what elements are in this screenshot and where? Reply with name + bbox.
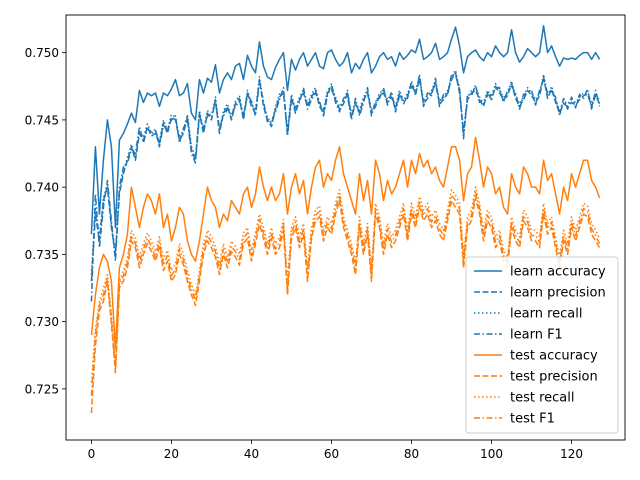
series-line-test-accuracy bbox=[90, 136, 601, 350]
legend-label: learn F1 bbox=[510, 328, 563, 343]
legend-label: learn precision bbox=[510, 286, 606, 301]
y-tick-label: 0.735 bbox=[25, 248, 59, 262]
series-line-learn-f1 bbox=[90, 73, 601, 302]
y-axis: 0.725 0.730 0.735 0.740 0.745 0.750 bbox=[25, 46, 66, 396]
x-tick-label: 100 bbox=[480, 447, 503, 461]
x-tick-label: 80 bbox=[404, 447, 419, 461]
legend-label: test recall bbox=[510, 391, 575, 406]
series-line-test-precision bbox=[90, 197, 601, 414]
legend-label: test F1 bbox=[510, 412, 555, 427]
legend-label: learn accuracy bbox=[510, 265, 606, 280]
x-tick-label: 40 bbox=[244, 447, 259, 461]
series-line-learn-precision bbox=[90, 72, 601, 282]
x-axis: 0 20 40 60 80 100 120 bbox=[88, 440, 583, 461]
x-tick-label: 20 bbox=[164, 447, 179, 461]
legend-label: test precision bbox=[510, 370, 598, 385]
y-tick-label: 0.730 bbox=[25, 315, 59, 329]
legend-label: learn recall bbox=[510, 307, 582, 322]
y-tick-label: 0.750 bbox=[25, 46, 59, 60]
legend-box bbox=[465, 256, 619, 434]
legend-label: test accuracy bbox=[510, 349, 598, 364]
legend: learn accuracy learn precision learn recal… bbox=[465, 256, 619, 434]
series-lines bbox=[90, 25, 601, 414]
x-tick-label: 0 bbox=[88, 447, 96, 461]
series-line-learn-accuracy bbox=[90, 25, 601, 235]
y-tick-label: 0.745 bbox=[25, 113, 59, 127]
x-tick-label: 60 bbox=[324, 447, 339, 461]
plot-frame bbox=[65, 14, 626, 441]
y-tick-label: 0.725 bbox=[25, 382, 59, 396]
y-tick-label: 0.740 bbox=[25, 181, 59, 195]
x-tick-label: 120 bbox=[560, 447, 583, 461]
